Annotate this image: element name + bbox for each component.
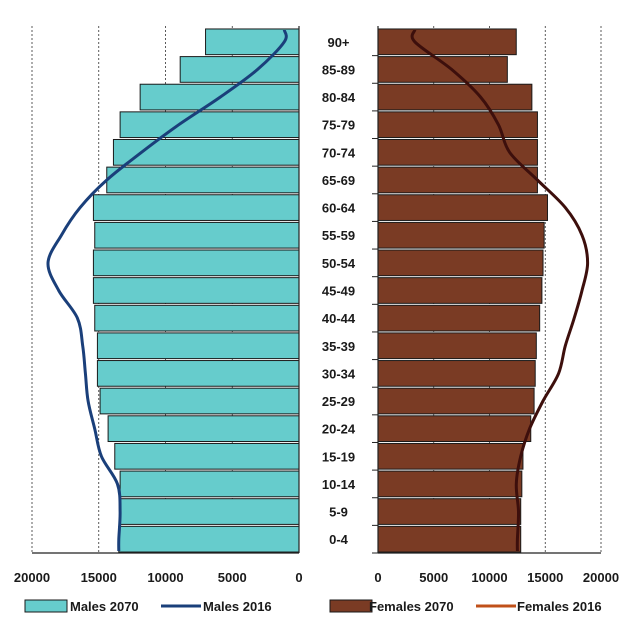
bar-males-2070 bbox=[118, 525, 300, 553]
legend-label-females-2070: Females 2070 bbox=[369, 599, 454, 614]
age-group-label: 75-79 bbox=[322, 118, 355, 133]
bar-males-2070 bbox=[92, 277, 300, 304]
tick-label-right: 0 bbox=[374, 570, 381, 585]
bar-females-2070 bbox=[377, 194, 548, 221]
age-group-label: 25-29 bbox=[322, 394, 355, 409]
bar-males-2070 bbox=[119, 111, 300, 139]
bar-males-2070 bbox=[179, 56, 300, 83]
bars bbox=[92, 28, 548, 553]
bar-females-2070 bbox=[377, 498, 522, 525]
bar-females-2070 bbox=[377, 387, 535, 415]
bar-females-2070 bbox=[377, 304, 541, 332]
bar-females-2070 bbox=[377, 470, 523, 498]
line-males-2016 bbox=[46, 29, 288, 552]
bar-males-2070 bbox=[119, 470, 300, 498]
legend-label-males-2016: Males 2016 bbox=[203, 599, 272, 614]
bar-females-2070 bbox=[377, 360, 536, 387]
bar-females-2070 bbox=[377, 442, 524, 470]
series-lines bbox=[46, 29, 590, 552]
age-group-label: 30-34 bbox=[322, 366, 356, 381]
bar-males-2070 bbox=[99, 387, 300, 415]
tick-label-left: 5000 bbox=[218, 570, 247, 585]
tick-label-left: 20000 bbox=[14, 570, 50, 585]
line-females-2016 bbox=[410, 29, 590, 552]
age-group-label: 0-4 bbox=[329, 532, 349, 547]
bar-males-2070 bbox=[96, 360, 300, 387]
axes: 20000 15000 10000 5000 0 0 5000 10000 15000 20000 bbox=[14, 26, 619, 585]
bar-males-2070 bbox=[94, 221, 300, 249]
age-group-label: 70-74 bbox=[322, 145, 356, 160]
age-group-labels: 0-4 5-9 10-14 15-19 20-24 25-29 30-34 35-39 40-4… bbox=[322, 35, 378, 554]
age-group-label: 90+ bbox=[327, 35, 349, 50]
legend-swatch-females-2070 bbox=[329, 599, 373, 613]
bar-females-2070 bbox=[377, 332, 537, 360]
tick-label-right: 5000 bbox=[419, 570, 448, 585]
bar-males-2070 bbox=[96, 332, 300, 360]
tick-label-left: 10000 bbox=[147, 570, 183, 585]
bar-females-2070 bbox=[377, 111, 538, 139]
age-group-label: 5-9 bbox=[329, 505, 348, 520]
age-group-label: 20-24 bbox=[322, 422, 356, 437]
bar-females-2070 bbox=[377, 138, 538, 166]
bar-females-2070 bbox=[377, 28, 517, 56]
bar-males-2070 bbox=[107, 415, 300, 443]
bar-males-2070 bbox=[112, 138, 300, 166]
legend-label-males-2070: Males 2070 bbox=[70, 599, 139, 614]
age-group-label: 65-69 bbox=[322, 173, 355, 188]
age-group-label: 40-44 bbox=[322, 311, 356, 326]
tick-label-left: 0 bbox=[295, 570, 302, 585]
bar-males-2070 bbox=[92, 194, 300, 221]
bar-females-2070 bbox=[377, 525, 522, 553]
age-group-label: 85-89 bbox=[322, 62, 355, 77]
age-group-label: 15-19 bbox=[322, 449, 355, 464]
age-group-label: 80-84 bbox=[322, 90, 356, 105]
bar-males-2070 bbox=[94, 304, 300, 332]
age-group-label: 55-59 bbox=[322, 228, 355, 243]
age-group-label: 45-49 bbox=[322, 284, 355, 299]
bar-females-2070 bbox=[377, 249, 544, 277]
tick-label-right: 15000 bbox=[527, 570, 563, 585]
age-group-label: 35-39 bbox=[322, 339, 355, 354]
bar-females-2070 bbox=[377, 166, 538, 194]
bar-females-2070 bbox=[377, 221, 545, 249]
bar-females-2070 bbox=[377, 83, 533, 111]
bar-males-2070 bbox=[119, 498, 300, 525]
bar-males-2070 bbox=[92, 249, 300, 277]
legend-swatch-males-2070 bbox=[24, 599, 68, 613]
bar-females-2070 bbox=[377, 415, 532, 443]
legend-label-females-2016: Females 2016 bbox=[517, 599, 602, 614]
age-group-label: 10-14 bbox=[322, 477, 356, 492]
legend: Males 2070 Males 2016 Females 2070 Females … bbox=[24, 599, 602, 614]
age-group-label: 60-64 bbox=[322, 201, 356, 216]
age-group-label: 50-54 bbox=[322, 256, 356, 271]
tick-label-right: 10000 bbox=[471, 570, 507, 585]
tick-label-left: 15000 bbox=[81, 570, 117, 585]
bar-females-2070 bbox=[377, 56, 508, 83]
tick-label-right: 20000 bbox=[583, 570, 619, 585]
bar-males-2070 bbox=[106, 166, 300, 194]
bar-females-2070 bbox=[377, 277, 543, 304]
bar-males-2070 bbox=[114, 442, 300, 470]
